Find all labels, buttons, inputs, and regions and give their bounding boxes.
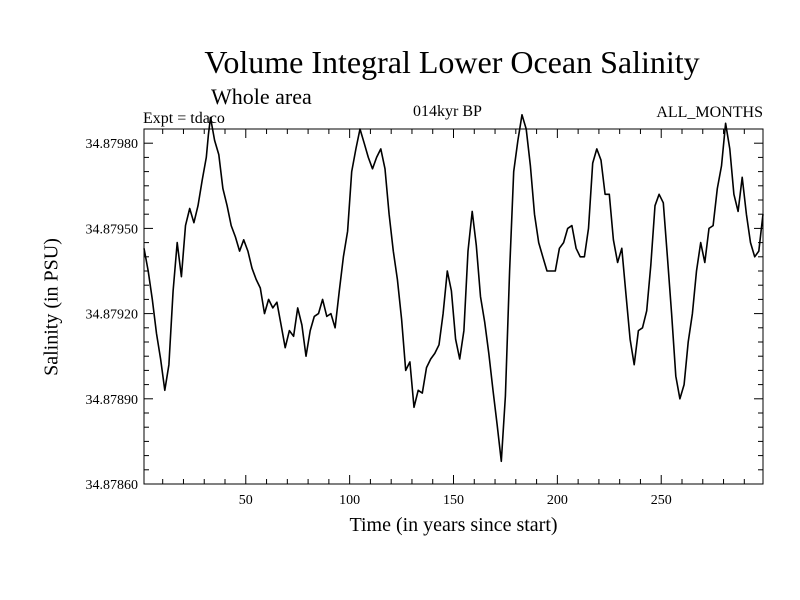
period-label: 014kyr BP (413, 103, 482, 120)
x-tick-label: 100 (339, 493, 360, 508)
x-tick-label: 150 (443, 493, 464, 508)
x-tick-label: 250 (651, 493, 672, 508)
salinity-series-line (143, 114, 764, 463)
y-tick-label: 34.87890 (86, 393, 139, 408)
chart-title: Volume Integral Lower Ocean Salinity (204, 44, 700, 80)
experiment-label: Expt = tdaco (143, 110, 225, 127)
x-tick-label: 200 (547, 493, 568, 508)
y-tick-label: 34.87950 (86, 222, 139, 237)
x-axis-label: Time (in years since start) (349, 514, 558, 536)
y-tick-label: 34.87860 (86, 478, 139, 493)
months-label: ALL_MONTHS (656, 104, 763, 121)
y-tick-label: 34.87980 (86, 137, 139, 152)
chart-subtitle: Whole area (211, 84, 312, 109)
x-tick-label: 50 (239, 493, 253, 508)
y-tick-label: 34.87920 (86, 308, 139, 323)
